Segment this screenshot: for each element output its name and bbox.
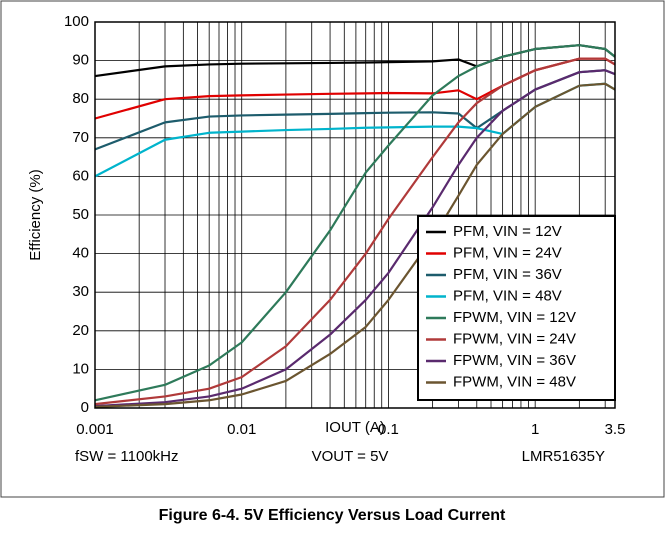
y-tick-label: 10 <box>72 360 89 377</box>
legend-label: FPWM, VIN = 48V <box>453 373 576 390</box>
x-tick-label: 1 <box>531 421 539 438</box>
caption: Figure 6-4. 5V Efficiency Versus Load Cu… <box>159 507 506 524</box>
y-tick-label: 100 <box>64 13 89 30</box>
series-line <box>94 82 616 408</box>
x-tick-label: 0.1 <box>378 421 399 438</box>
y-tick-label: 40 <box>72 245 89 262</box>
series-line <box>94 57 616 406</box>
y-tick-label: 60 <box>72 167 89 184</box>
x-tick-label: 0.01 <box>227 421 256 438</box>
figure-frame <box>0 0 665 498</box>
y-tick-label: 90 <box>72 52 89 69</box>
y-tick-label: 50 <box>72 206 89 223</box>
legend-label: PFM, VIN = 36V <box>453 266 562 283</box>
legend-label: FPWM, VIN = 36V <box>453 352 576 369</box>
legend-label: PFM, VIN = 12V <box>453 223 562 240</box>
legend-box <box>417 215 616 401</box>
annotation: fSW = 1100kHz <box>75 448 179 465</box>
x-tick-label: 0.001 <box>76 421 114 438</box>
y-tick-label: 20 <box>72 322 89 339</box>
y-tick-label: 30 <box>72 283 89 300</box>
series-line <box>94 69 616 408</box>
y-tick-label: 80 <box>72 90 89 107</box>
legend-label: FPWM, VIN = 12V <box>453 309 576 326</box>
annotation: LMR51635Y <box>522 448 605 465</box>
legend-label: PFM, VIN = 48V <box>453 287 562 304</box>
series-line <box>94 44 616 402</box>
y-tick-label: 70 <box>72 129 89 146</box>
legend-label: FPWM, VIN = 24V <box>453 330 576 347</box>
y-tick-label: 0 <box>81 399 89 416</box>
y-axis-label: Efficiency (%) <box>27 169 44 260</box>
legend-label: PFM, VIN = 24V <box>453 244 562 261</box>
x-axis-label: IOUT (A) <box>325 419 385 436</box>
x-tick-label: 3.5 <box>605 421 626 438</box>
annotation: VOUT = 5V <box>312 448 389 465</box>
